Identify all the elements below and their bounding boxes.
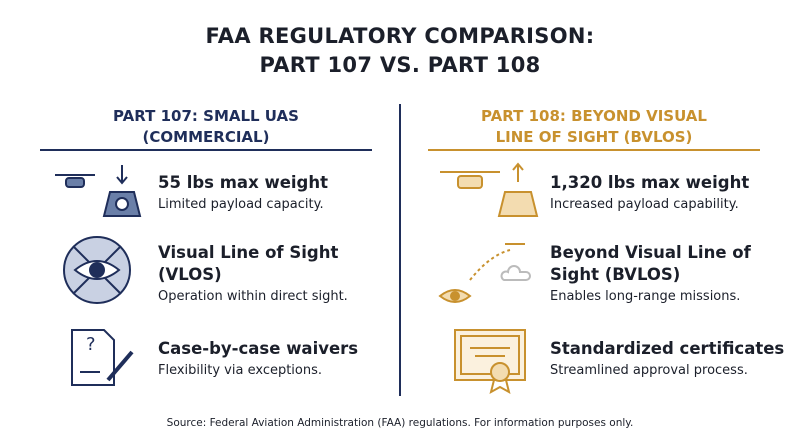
feature: Case-by-case waivers Flexibility via exce… xyxy=(158,338,398,381)
feature-title: Beyond Visual Line of xyxy=(550,243,751,262)
heading-line: LINE OF SIGHT (BVLOS) xyxy=(495,128,693,146)
feature-title: 1,320 lbs max weight xyxy=(550,173,750,192)
title: FAA REGULATORY COMPARISON: PART 107 VS. … xyxy=(0,22,800,80)
feature-title: Sight (BVLOS) xyxy=(550,265,681,284)
feature-description: Limited payload capacity. xyxy=(158,197,324,212)
title-line: FAA REGULATORY COMPARISON: xyxy=(205,24,595,48)
feature: Beyond Visual Line of Sight (BVLOS) Enable… xyxy=(550,242,790,307)
feature-description: Streamlined approval process. xyxy=(550,363,748,378)
feature-description: Operation within direct sight. xyxy=(158,289,348,304)
source-note: Source: Federal Aviation Administration … xyxy=(166,417,634,429)
bvlos-icon xyxy=(438,243,531,303)
heading-line: PART 107: SMALL UAS xyxy=(113,107,299,125)
feature-title: (VLOS) xyxy=(158,265,222,284)
feature-title: Case-by-case waivers xyxy=(158,339,359,358)
weight-icon xyxy=(55,165,142,217)
feature: Standardized certificates Streamlined app… xyxy=(550,338,790,381)
heading-line: (COMMERCIAL) xyxy=(142,128,270,146)
feature-description: Enables long-range missions. xyxy=(550,289,741,304)
feature: 1,320 lbs max weight Increased payload ca… xyxy=(550,172,790,215)
feature-description: Increased payload capability. xyxy=(550,197,739,212)
svg-text:?: ? xyxy=(86,334,96,355)
heading-line: PART 108: BEYOND VISUAL xyxy=(481,107,707,125)
certificate-icon xyxy=(454,329,526,394)
feature-title: Visual Line of Sight xyxy=(158,243,339,262)
column-heading: PART 108: BEYOND VISUAL LINE OF SIGHT (BV… xyxy=(428,106,760,148)
weight-icon xyxy=(440,162,539,217)
feature-title: Standardized certificates xyxy=(550,339,785,358)
feature-title: 55 lbs max weight xyxy=(158,173,328,192)
column-heading: PART 107: SMALL UAS (COMMERCIAL) xyxy=(40,106,372,148)
waiver-icon: ? xyxy=(71,329,134,386)
feature: 55 lbs max weight Limited payload capacit… xyxy=(158,172,398,215)
vlos-icon xyxy=(63,236,131,304)
feature: Visual Line of Sight (VLOS) Operation with… xyxy=(158,242,398,307)
feature-description: Flexibility via exceptions. xyxy=(158,363,323,378)
title-line: PART 107 VS. PART 108 xyxy=(259,53,541,77)
